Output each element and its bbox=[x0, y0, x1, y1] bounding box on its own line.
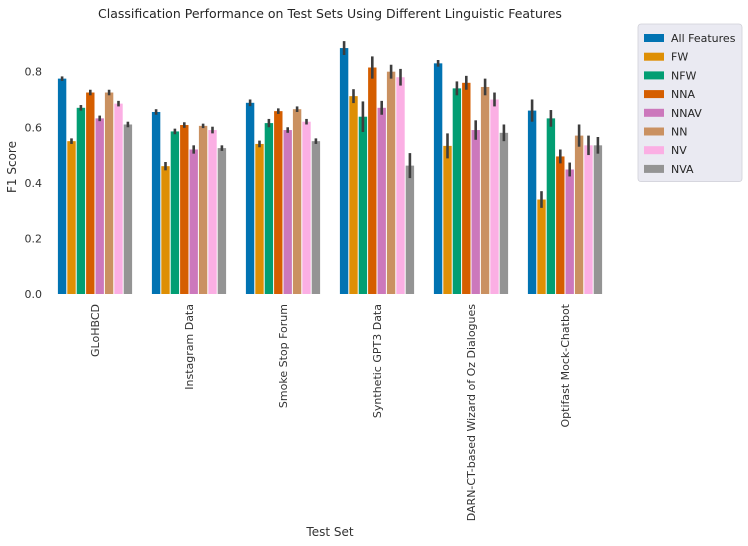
bar bbox=[170, 131, 180, 294]
bar bbox=[443, 145, 452, 294]
legend-swatch bbox=[644, 71, 664, 80]
bar bbox=[584, 145, 593, 294]
bar bbox=[311, 141, 321, 294]
bar bbox=[302, 121, 311, 294]
bar bbox=[104, 92, 114, 295]
bar bbox=[377, 107, 386, 295]
bar bbox=[292, 109, 302, 294]
x-tick-label: DARN-CT-based Wizard of Oz Dialogues bbox=[465, 304, 478, 522]
bar bbox=[76, 107, 86, 295]
bar bbox=[499, 132, 509, 294]
bar bbox=[151, 111, 161, 295]
bar bbox=[556, 156, 565, 294]
bar bbox=[123, 124, 133, 294]
bar bbox=[114, 103, 123, 294]
x-tick-label: Smoke Stop Forum bbox=[277, 304, 290, 408]
bar bbox=[593, 145, 603, 294]
bar bbox=[546, 118, 556, 294]
bar bbox=[565, 169, 574, 294]
y-axis-label: F1 Score bbox=[5, 141, 19, 193]
bar bbox=[161, 166, 170, 294]
bar bbox=[462, 82, 471, 294]
bar bbox=[574, 135, 584, 294]
x-tick-label: GLoHBCD bbox=[89, 304, 102, 357]
bar bbox=[452, 88, 462, 294]
bar bbox=[95, 118, 104, 294]
bar bbox=[189, 149, 198, 294]
bar bbox=[255, 143, 264, 294]
bar bbox=[537, 199, 546, 294]
legend-entry: NVA bbox=[671, 163, 694, 176]
y-axis: 0.0 0.2 0.4 0.6 0.8 bbox=[25, 66, 43, 301]
bar bbox=[57, 78, 67, 294]
bar bbox=[283, 130, 292, 294]
x-tick-label: Instagram Data bbox=[183, 304, 196, 390]
bar bbox=[386, 71, 396, 295]
legend-frame bbox=[637, 23, 743, 183]
legend-entry: NNAV bbox=[671, 107, 702, 120]
x-axis-label: Test Set bbox=[305, 525, 353, 539]
legend-entry: NN bbox=[671, 126, 687, 139]
x-tick-label: Optifast Mock-Chatbot bbox=[559, 303, 572, 427]
legend-entry: FW bbox=[671, 51, 688, 64]
legend: All Features FW NFW NNA NNAV NN NV NVA bbox=[637, 23, 743, 183]
bar bbox=[180, 125, 189, 294]
bar bbox=[471, 130, 480, 294]
bar bbox=[433, 63, 443, 295]
x-axis: GLoHBCD Instagram Data Smoke Stop Forum Syn… bbox=[89, 303, 572, 521]
y-tick-label: 0.8 bbox=[25, 66, 43, 79]
legend-swatch bbox=[644, 127, 664, 136]
legend-entry: All Features bbox=[671, 32, 736, 45]
legend-swatch bbox=[644, 164, 664, 173]
bar bbox=[358, 116, 368, 294]
chart-title: Classification Performance on Test Sets … bbox=[98, 6, 562, 21]
bar bbox=[208, 130, 217, 294]
bar bbox=[349, 96, 358, 294]
y-tick-label: 0.4 bbox=[25, 177, 43, 190]
y-tick-label: 0.0 bbox=[25, 288, 43, 301]
bar bbox=[396, 77, 405, 295]
bar bbox=[368, 67, 377, 294]
y-tick-label: 0.6 bbox=[25, 121, 43, 134]
bar bbox=[490, 99, 499, 294]
legend-entry: NFW bbox=[671, 69, 697, 82]
bar bbox=[405, 165, 415, 294]
bar bbox=[480, 86, 490, 295]
legend-swatch bbox=[644, 108, 664, 117]
y-tick-label: 0.2 bbox=[25, 232, 43, 245]
bar bbox=[527, 110, 537, 294]
legend-swatch bbox=[644, 90, 664, 99]
legend-swatch bbox=[644, 52, 664, 61]
bar bbox=[245, 102, 255, 295]
bar bbox=[339, 48, 349, 294]
bars bbox=[57, 41, 603, 295]
legend-entry: NNA bbox=[671, 88, 695, 101]
bar bbox=[198, 125, 208, 294]
x-tick-label: Synthetic GPT3 Data bbox=[371, 304, 384, 418]
bar bbox=[86, 92, 95, 295]
legend-entry: NV bbox=[671, 144, 687, 157]
bar bbox=[217, 148, 227, 294]
legend-swatch bbox=[644, 34, 664, 42]
legend-swatch bbox=[644, 146, 664, 155]
bar bbox=[67, 141, 76, 294]
bar bbox=[274, 111, 283, 294]
bar bbox=[264, 123, 274, 295]
